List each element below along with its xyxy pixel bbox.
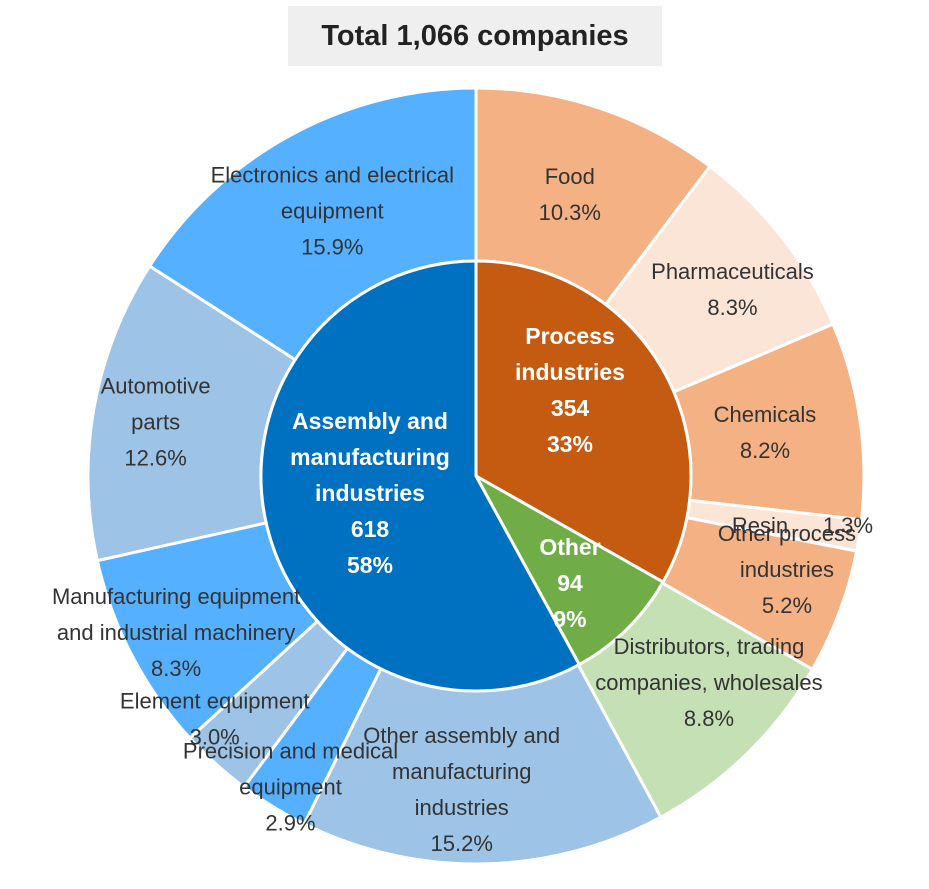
outer-label-manufacturing-equipment-and-industrial-machinery-line-1: Manufacturing equipment	[52, 584, 300, 609]
outer-label-pharmaceuticals-line-1: Pharmaceuticals	[651, 259, 814, 284]
inner-label-process-industries-line-1: Process	[525, 323, 615, 349]
outer-label-other-assembly-and-manufacturing-industries-line-4: 15.2%	[431, 831, 493, 856]
outer-label-distributors-trading-companies-wholesales-line-3: 8.8%	[684, 706, 734, 731]
outer-label-element-equipment-line-2: 3.0%	[190, 725, 240, 750]
outer-label-other-assembly-and-manufacturing-industries-line-2: manufacturing	[392, 759, 531, 784]
outer-label-chemicals-line-2: 8.2%	[740, 438, 790, 463]
chart-title: Total 1,066 companies	[288, 6, 662, 66]
outer-label-resin-percent: 1.3%	[823, 513, 873, 538]
outer-label-element-equipment-line-1: Element equipment	[120, 689, 310, 714]
inner-label-process-industries-line-3: 354	[551, 395, 590, 421]
inner-label-assembly-and-manufacturing-industries-line-5: 58%	[347, 552, 393, 578]
inner-label-process-industries-line-4: 33%	[547, 431, 593, 457]
outer-label-food-line-1: Food	[545, 164, 595, 189]
outer-label-other-assembly-and-manufacturing-industries-line-1: Other assembly and	[363, 723, 560, 748]
outer-label-automotive-parts-line-1: Automotive	[101, 373, 211, 398]
outer-label-precision-and-medical-equipment-line-2: equipment	[239, 774, 342, 799]
inner-label-assembly-and-manufacturing-industries-line-3: industries	[315, 480, 425, 506]
outer-label-pharmaceuticals-line-2: 8.3%	[707, 295, 757, 320]
inner-label-process-industries-line-2: industries	[515, 359, 625, 385]
outer-label-distributors-trading-companies-wholesales-line-1: Distributors, trading	[614, 634, 805, 659]
inner-slice-process-industries	[474, 259, 693, 585]
outer-label-electronics-and-electrical-equipment-line-2: equipment	[281, 198, 384, 223]
outer-label-other-process-industries-line-1: Other process	[718, 521, 856, 546]
outer-label-manufacturing-equipment-and-industrial-machinery-line-3: 8.3%	[151, 656, 201, 681]
outer-label-other-process-industries-line-2: industries	[740, 557, 834, 582]
outer-label-distributors-trading-companies-wholesales-line-2: companies, wholesales	[595, 670, 822, 695]
outer-label-electronics-and-electrical-equipment-line-1: Electronics and electrical	[211, 162, 454, 187]
outer-label-precision-and-medical-equipment-line-1: Precision and medical	[183, 738, 398, 763]
outer-label-chemicals-line-1: Chemicals	[714, 402, 817, 427]
inner-slice-other	[472, 472, 666, 667]
outer-label-manufacturing-equipment-and-industrial-machinery-line-2: and industrial machinery	[57, 620, 295, 645]
inner-label-assembly-and-manufacturing-industries-line-4: 618	[351, 516, 390, 542]
inner-label-assembly-and-manufacturing-industries-line-2: manufacturing	[290, 444, 450, 470]
outer-label-other-process-industries-line-3: 5.2%	[762, 593, 812, 618]
outer-label-resin-line-1: Resin	[732, 513, 788, 538]
inner-slice-assembly-and-manufacturing-industries	[259, 259, 582, 693]
outer-label-other-assembly-and-manufacturing-industries-line-3: industries	[415, 795, 509, 820]
outer-label-automotive-parts-line-3: 12.6%	[124, 445, 186, 470]
inner-label-assembly-and-manufacturing-industries-line-1: Assembly and	[292, 408, 448, 434]
inner-label-other-line-1: Other	[539, 534, 600, 560]
inner-label-other-line-3: 9%	[553, 606, 586, 632]
inner-label-other-line-2: 94	[557, 570, 583, 596]
outer-label-automotive-parts-line-2: parts	[131, 409, 180, 434]
outer-label-electronics-and-electrical-equipment-line-3: 15.9%	[301, 234, 363, 259]
outer-label-food-line-2: 10.3%	[539, 200, 601, 225]
outer-label-precision-and-medical-equipment-line-3: 2.9%	[265, 810, 315, 835]
